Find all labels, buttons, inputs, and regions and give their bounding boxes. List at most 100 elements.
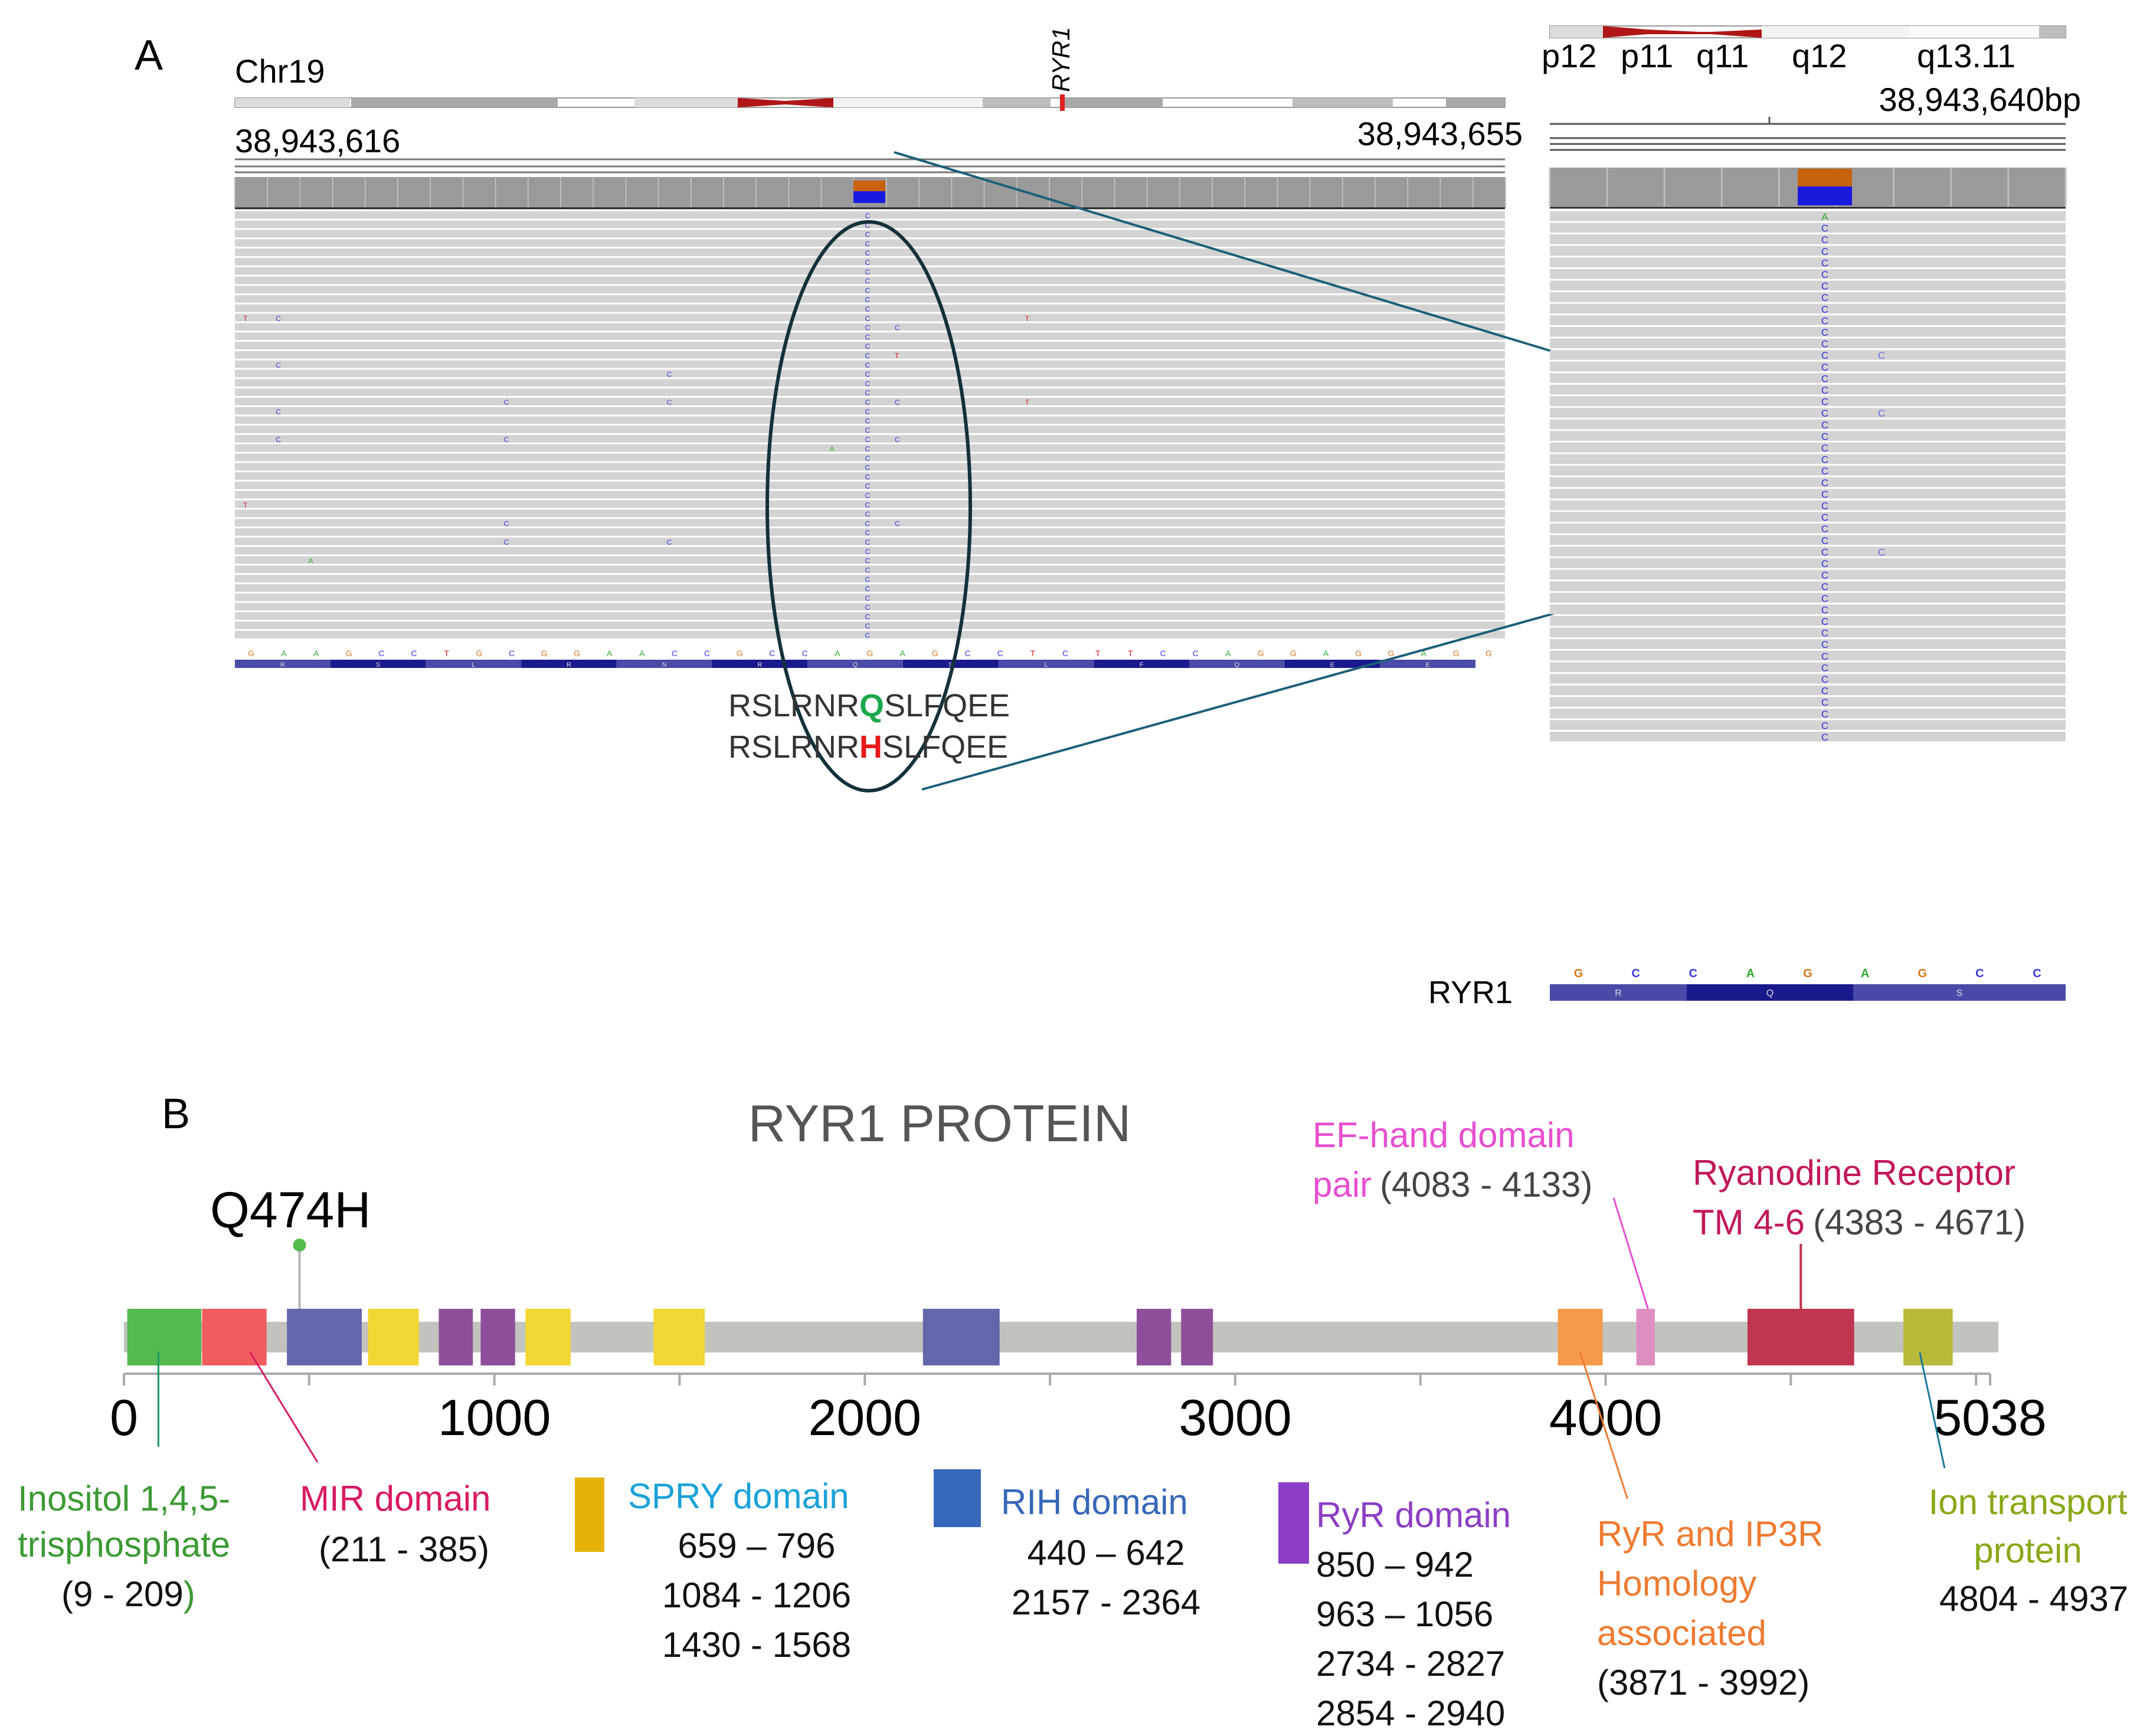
ryr-name: RyR domain: [1316, 1495, 1511, 1535]
zoom-variant-base: C: [1821, 581, 1828, 592]
axis-tick-label: 2000: [809, 1390, 921, 1446]
read-row: [235, 453, 1505, 461]
read-row: [235, 482, 1505, 489]
zoom-read-row: [1550, 581, 2066, 591]
axis-tick-label: 3000: [1179, 1390, 1291, 1446]
protein-domain-map: 0 1000 2000 3000 4000 5038: [110, 1197, 2047, 1499]
zoom-variant-base: C: [1821, 385, 1828, 396]
mismatch-base: T: [243, 501, 248, 509]
variant-base-call: C: [865, 352, 871, 360]
read-row: [235, 584, 1505, 592]
read-row: [235, 509, 1505, 517]
zoom-reference-base: C: [1689, 967, 1697, 980]
zoom-variant-base: C: [1821, 234, 1828, 245]
zoom-read-row: [1550, 338, 2066, 349]
ef-hand-line1: EF-hand domain: [1313, 1115, 1575, 1155]
zoom-read-row: [1550, 720, 2066, 730]
zoom-variant-base: C: [1821, 639, 1828, 650]
variant-base-call: C: [865, 361, 871, 369]
variant-base-call: C: [865, 538, 871, 546]
protein-title: RYR1 PROTEIN: [748, 1094, 1131, 1152]
reference-base: A: [900, 648, 906, 658]
mismatch-base: T: [1025, 315, 1030, 323]
reference-base: T: [1095, 648, 1101, 658]
zoom-read-row: [1550, 408, 2066, 418]
variant-base-call: C: [865, 575, 871, 584]
zoom-read-row: [1550, 385, 2066, 395]
legend-ryr-ip3r: RyR and IP3R Homology associated (3871 -…: [1597, 1514, 1824, 1702]
chromosome-ideogram: [234, 94, 1506, 111]
zoom-connector-top: [894, 151, 1554, 353]
inositol-range: (9 - 209): [61, 1574, 195, 1614]
zoom-reference-base: C: [2033, 967, 2041, 980]
reference-base: G: [574, 648, 580, 658]
zoom-read-row: [1550, 419, 2066, 430]
reference-base: G: [248, 648, 254, 658]
mismatch-base: C: [276, 435, 281, 444]
zoom-read-row: [1550, 234, 2066, 244]
read-row: [235, 602, 1505, 611]
zoom-variant-base: C: [1821, 697, 1828, 708]
read-row: [235, 342, 1505, 349]
zoom-read-row: [1550, 292, 2066, 302]
domain-spry: [368, 1309, 419, 1365]
amino-acid-letter: R: [280, 661, 285, 669]
axis-tick-label: 4000: [1549, 1390, 1662, 1446]
zoom-variant-base: C: [1821, 500, 1828, 512]
amino-acid-letter: Q: [853, 661, 858, 669]
zoom-read-row: [1550, 639, 2066, 649]
variant-base-call: C: [865, 557, 871, 565]
zoom-variant-base: C: [1821, 397, 1828, 408]
read-pileup-zoom: ACCCCCCCCCCCCCCCCCCCCCCCCCCCCCCCCCCCCCCC…: [1550, 211, 2066, 743]
read-row: [235, 248, 1505, 256]
spry-range-2: 1084 - 1206: [662, 1575, 851, 1615]
mismatch-base: C: [504, 398, 509, 407]
mismatch-base: C: [667, 398, 672, 407]
legend-ef-hand: EF-hand domain pair (4083 - 4133): [1313, 1115, 1592, 1204]
ion-transport-line1: Ion transport: [1929, 1482, 2128, 1522]
variant-base-call: C: [865, 258, 871, 267]
ef-hand-line2: pair (4083 - 4133): [1313, 1165, 1592, 1204]
zoom-variant-base: C: [1821, 523, 1828, 535]
read-row: [235, 258, 1505, 266]
zoom-variant-base: C: [1821, 420, 1828, 431]
zoom-variant-base: A: [1821, 211, 1828, 222]
mutation-lollipop: [293, 1239, 306, 1309]
reference-base: A: [313, 648, 319, 658]
amino-acid-block: [902, 660, 999, 668]
domain-ryr: [439, 1309, 473, 1365]
zoom-variant-base: C: [1821, 628, 1828, 639]
variant-base-call: C: [865, 482, 871, 490]
zoom-read-row: [1550, 280, 2066, 291]
variant-base-call: C: [865, 585, 871, 593]
zoom-variant-base: C: [1821, 616, 1828, 627]
zoom-read-row: [1550, 674, 2066, 684]
variant-base-call: C: [865, 221, 871, 230]
variant-base-call: C: [865, 622, 871, 630]
zoom-read-row: [1550, 535, 2066, 545]
mismatch-base: A: [830, 445, 835, 453]
zoom-variant-base: C: [1821, 732, 1828, 743]
reference-base: C: [704, 648, 710, 658]
variant-base-call: C: [865, 371, 871, 379]
amino-acid-letter: L: [1044, 661, 1048, 669]
callout-ryr-ip3r: [1579, 1352, 1628, 1499]
ion-transport-line2: protein: [1974, 1531, 2082, 1570]
read-row: [235, 295, 1505, 303]
zoom-reference-base: C: [1975, 967, 1984, 980]
zoom-read-row: [1550, 350, 2066, 360]
zoom-coordinate: 38,943,640bp: [1879, 81, 2081, 118]
legend-ryanodine-tm: Ryanodine Receptor TM 4-6 (4383 - 4671): [1693, 1153, 2026, 1242]
mir-name: MIR domain: [300, 1479, 490, 1518]
ryr-ip3r-line1: RyR and IP3R: [1597, 1514, 1824, 1554]
domain-spry: [653, 1309, 705, 1365]
reference-base: A: [607, 648, 613, 658]
zoom-reference-base: A: [1861, 967, 1869, 980]
zoom-read-row: [1550, 546, 2066, 556]
read-row: [235, 379, 1505, 387]
read-row: [235, 230, 1505, 238]
callout-ef-hand: [1612, 1197, 1649, 1309]
mismatch-base: C: [667, 371, 672, 379]
ryr-range-2: 963 – 1056: [1316, 1594, 1493, 1634]
zoom-read-row: [1550, 616, 2066, 626]
